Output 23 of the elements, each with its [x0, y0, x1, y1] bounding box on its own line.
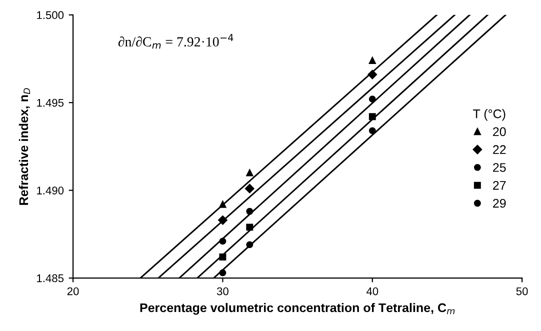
point	[368, 57, 376, 64]
point	[368, 127, 376, 134]
x-tick-label: 20	[67, 287, 79, 296]
y-tick-label: 1.490	[37, 186, 64, 194]
y-tick-label: 1.495	[37, 98, 64, 107]
x-tick-label: 30	[216, 287, 228, 296]
point	[245, 184, 254, 194]
legend-title: T (°C)	[473, 109, 506, 121]
x-tick-label: 40	[366, 287, 378, 296]
point	[246, 169, 254, 176]
x-tick-label: 50	[516, 287, 528, 296]
legend-label: 22	[493, 145, 506, 154]
y-axis-title: Refractive index, n$_{D}$	[18, 88, 30, 205]
x-axis-title: Percentage volumetric concentration of Tetraline, C$_{m}$	[140, 302, 455, 315]
legend-label: 27	[493, 180, 506, 190]
y-tick-label: 1.485	[37, 274, 64, 282]
legend-label: 25	[493, 163, 506, 172]
point	[246, 224, 254, 231]
y-tick-label: 1.500	[37, 11, 64, 20]
point	[368, 96, 376, 103]
legend-label: 20	[493, 127, 506, 136]
annotation: ∂n/∂C$_{m}$ = 7.92·10$^{−4}$	[118, 34, 234, 49]
legend-label: 29	[493, 198, 506, 208]
